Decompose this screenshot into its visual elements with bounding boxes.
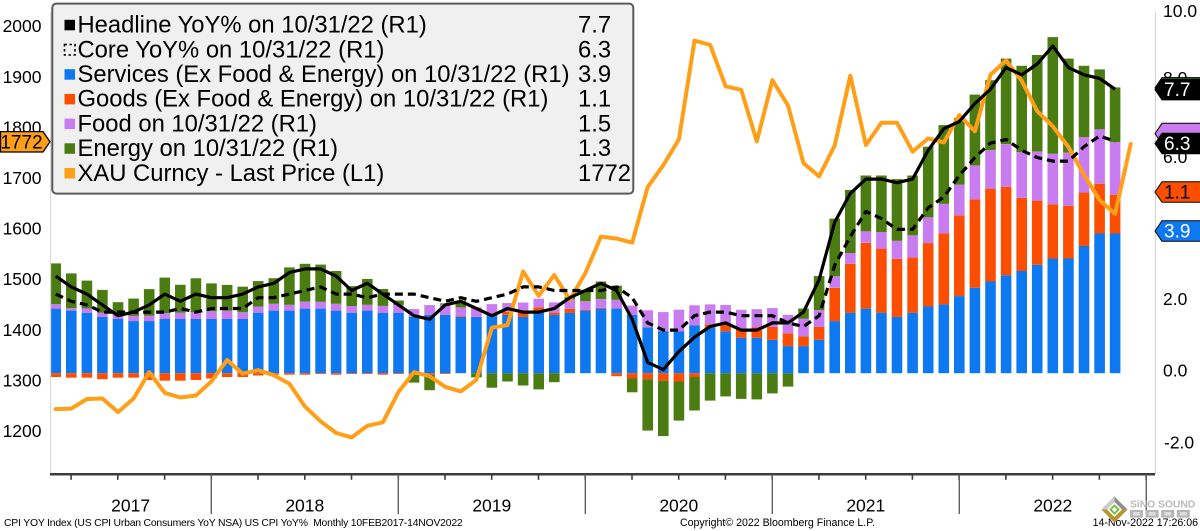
svg-text:2018: 2018 [285,496,324,516]
svg-text:1700: 1700 [3,168,42,188]
svg-text:7.7: 7.7 [578,12,611,39]
svg-text:Food on 10/31/22 (R1): Food on 10/31/22 (R1) [78,110,317,137]
svg-text:2000: 2000 [3,16,42,36]
svg-text:1772: 1772 [0,133,42,154]
svg-text:XAU Curncy - Last Price (L1): XAU Curncy - Last Price (L1) [78,160,385,187]
svg-text:3.9: 3.9 [1164,222,1190,243]
svg-text:1.3: 1.3 [578,135,611,162]
svg-text:1300: 1300 [3,370,42,390]
svg-text:2017: 2017 [111,496,150,516]
svg-text:1.1: 1.1 [578,86,611,113]
svg-text:1.1: 1.1 [1164,183,1190,204]
svg-text:CPI YOY Index (US CPI Urban Co: CPI YOY Index (US CPI Urban Consumers Yo… [4,518,463,529]
svg-text:7.7: 7.7 [1164,80,1190,101]
svg-text:1600: 1600 [3,219,42,239]
svg-text:1.5: 1.5 [578,110,611,137]
svg-text:Services (Ex Food & Energy) on: Services (Ex Food & Energy) on 10/31/22 … [78,61,570,88]
svg-text:14-Nov-2022 17:26:06: 14-Nov-2022 17:26:06 [1093,517,1199,529]
svg-text:1200: 1200 [3,421,42,441]
svg-text:10.0: 10.0 [1163,1,1197,21]
svg-text:Energy on 10/31/22 (R1): Energy on 10/31/22 (R1) [78,135,339,162]
svg-text:3.9: 3.9 [578,61,611,88]
svg-text:2021: 2021 [846,496,885,516]
svg-text:-2.0: -2.0 [1164,433,1194,453]
svg-text:Goods (Ex Food & Energy) on 10: Goods (Ex Food & Energy) on 10/31/22 (R1… [78,86,549,113]
svg-text:Core YoY% on 10/31/22 (R1): Core YoY% on 10/31/22 (R1) [78,36,385,63]
svg-text:SiNO SOUND: SiNO SOUND [1130,500,1195,511]
svg-text:0.0: 0.0 [1163,361,1188,381]
svg-text:Headline YoY% on 10/31/22 (R1): Headline YoY% on 10/31/22 (R1) [78,12,427,39]
svg-text:6.3: 6.3 [1164,134,1190,155]
svg-text:6.3: 6.3 [578,36,611,63]
svg-text:2022: 2022 [1033,496,1072,516]
svg-text:2019: 2019 [472,496,511,516]
svg-text:2020: 2020 [659,496,698,516]
svg-text:1772: 1772 [578,160,631,187]
svg-text:1500: 1500 [3,269,42,289]
svg-text:1900: 1900 [3,67,42,87]
svg-text:1400: 1400 [3,320,42,340]
svg-text:2.0: 2.0 [1163,289,1188,309]
svg-text:Copyright© 2022 Bloomberg Fina: Copyright© 2022 Bloomberg Finance L.P. [680,517,875,529]
